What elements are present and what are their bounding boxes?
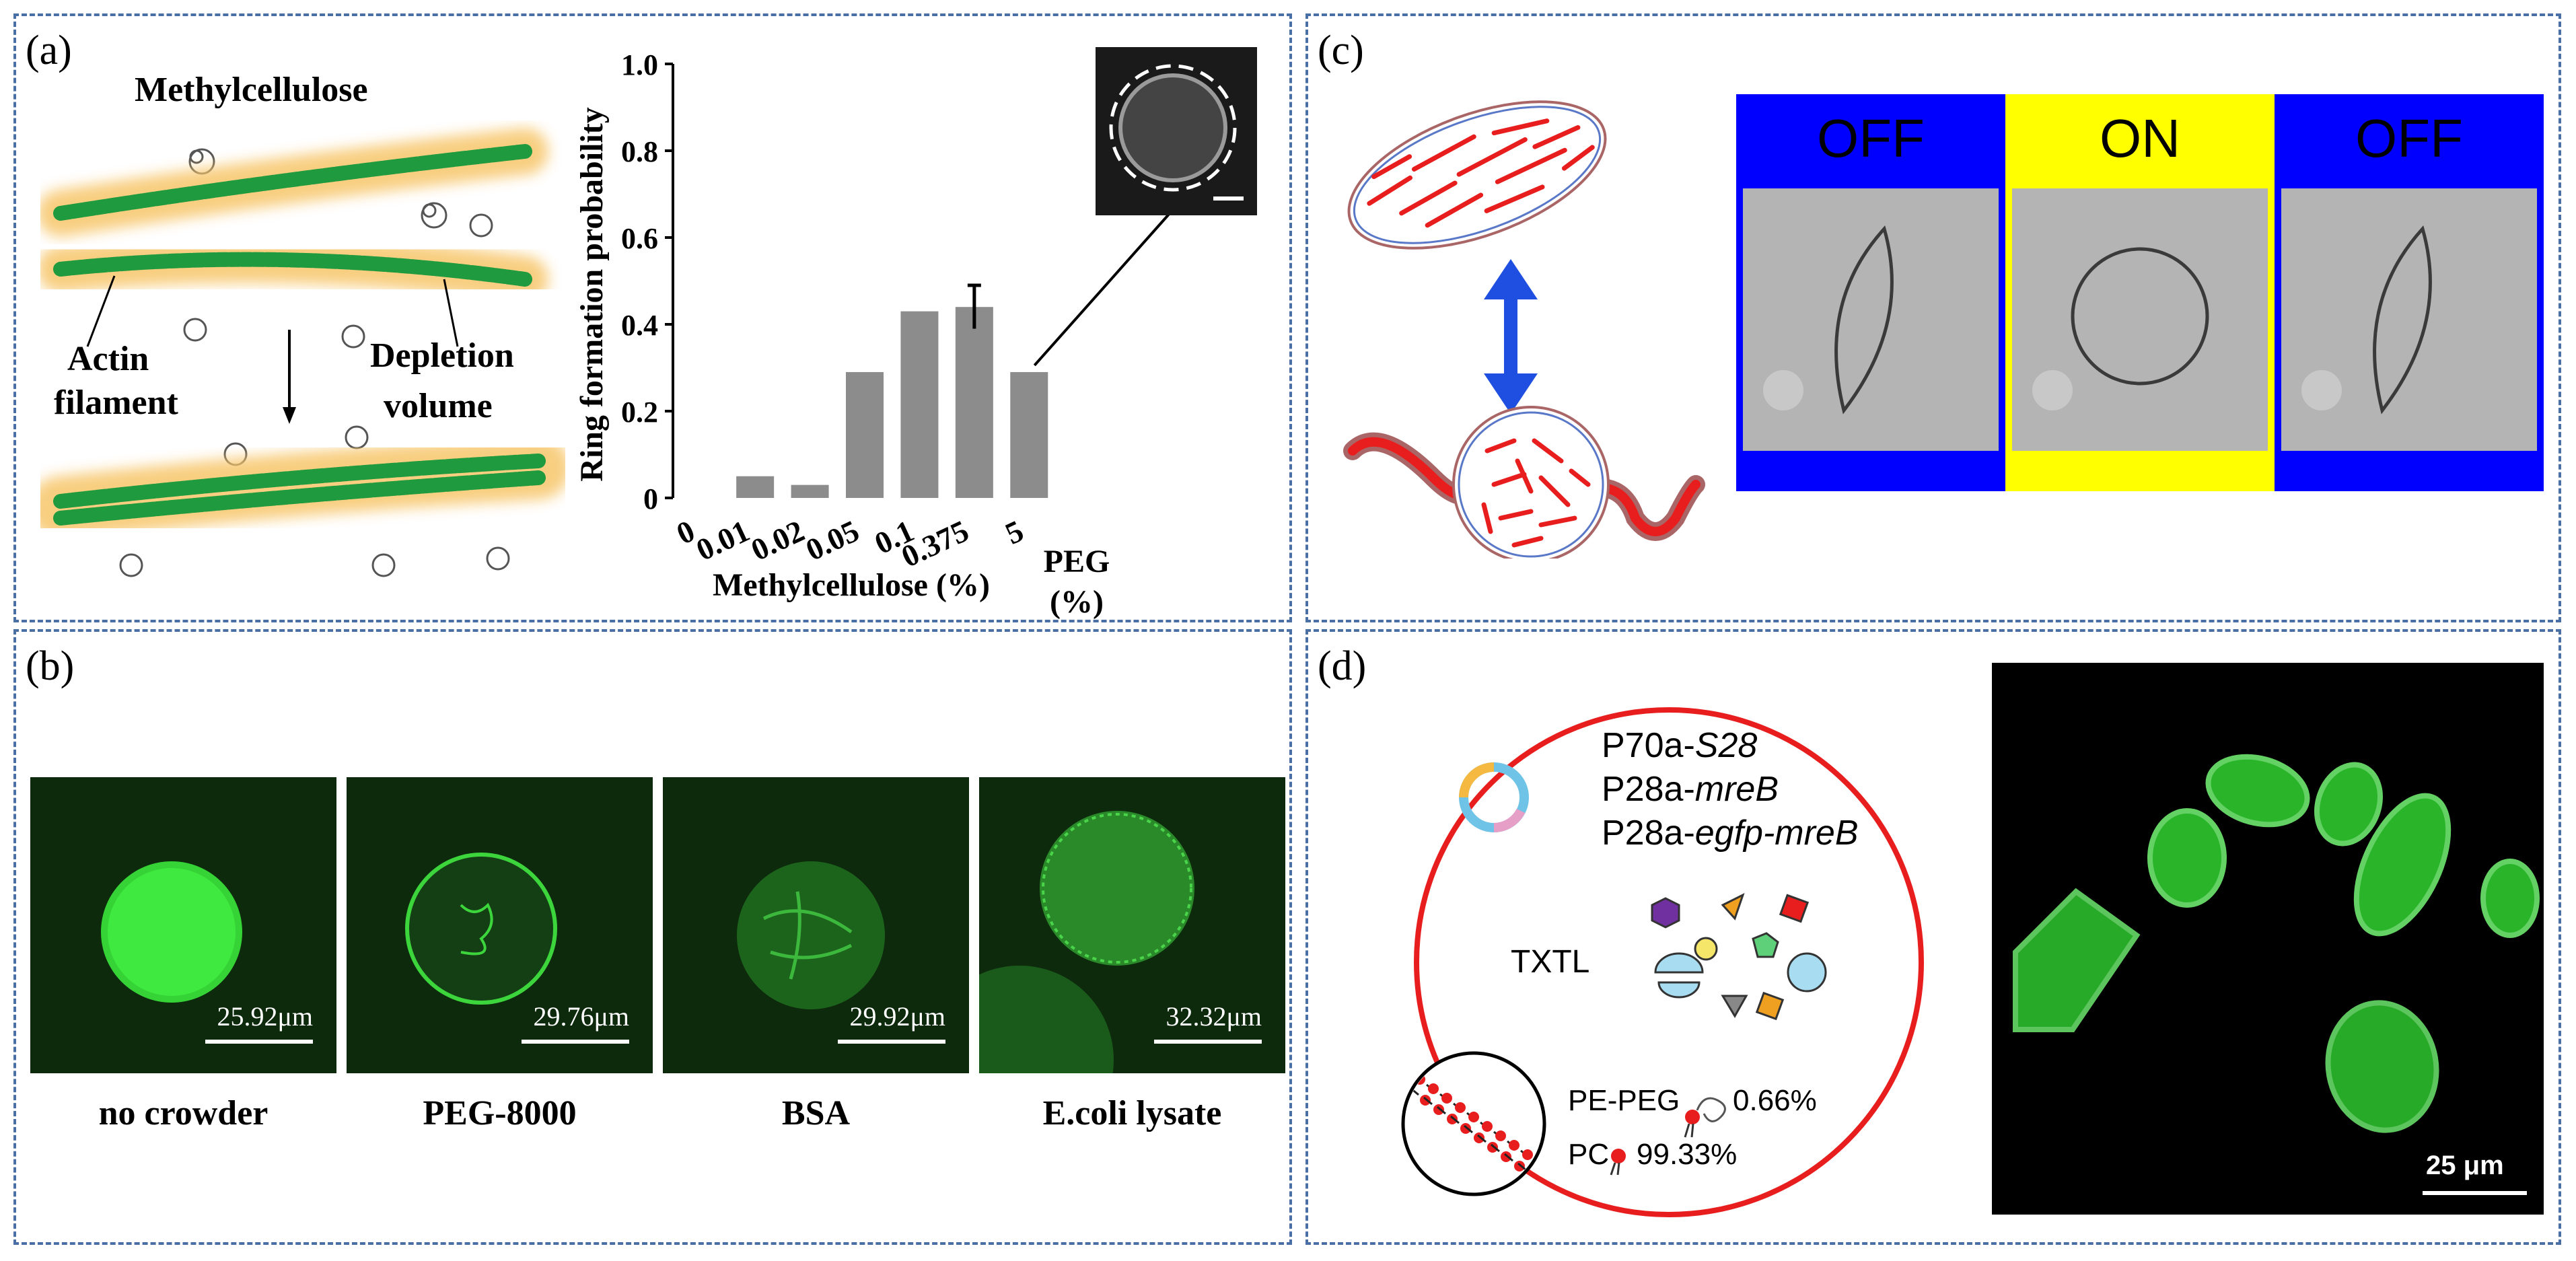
crowder-image-0: 25.92μm bbox=[30, 777, 336, 1073]
plasmid-gene-3: egfp-mreB bbox=[1695, 814, 1859, 853]
pc-lipid-icon bbox=[1610, 1149, 1626, 1176]
crowder-image-1: 29.76μm bbox=[347, 777, 653, 1073]
svg-text:P28a-egfp-mreB: P28a-egfp-mreB bbox=[1602, 814, 1859, 853]
transition-double-arrow bbox=[1484, 259, 1538, 414]
actin-depletion-schematic: Methylcellulose Actin filament Depletion… bbox=[40, 71, 565, 577]
bundled-filament-2 bbox=[53, 470, 546, 526]
elongated-liposome bbox=[1347, 100, 1607, 250]
phase-contrast-image-1 bbox=[2012, 188, 2268, 451]
crowder-image-2: 29.92μm bbox=[663, 777, 969, 1073]
crowder-caption: PEG-8000 bbox=[423, 1094, 577, 1132]
pe-peg-label: PE-PEG bbox=[1568, 1084, 1680, 1117]
y-tick-label: 1.0 bbox=[621, 48, 658, 81]
gfp-fluorescence-image: 25 μm bbox=[1992, 663, 2544, 1215]
depletion-label: Depletion bbox=[370, 336, 514, 375]
crowder-scale-label: 29.76μm bbox=[533, 1001, 629, 1032]
gfp-scale-label: 25 μm bbox=[2426, 1151, 2504, 1180]
pc-percent: 99.33% bbox=[1637, 1138, 1737, 1171]
pe-peg-percent: 0.66% bbox=[1733, 1084, 1817, 1117]
plasmid-gene-2: mreB bbox=[1695, 770, 1779, 809]
y-tick-label: 0 bbox=[643, 482, 658, 515]
cell-shape-schematic bbox=[1343, 100, 1705, 559]
filament-label: filament bbox=[54, 384, 179, 422]
svg-text:P70a-S28: P70a-S28 bbox=[1602, 726, 1757, 765]
x-axis-title: Methylcellulose (%) bbox=[713, 567, 990, 603]
synthetic-cell-schematic: P70a-S28 P28a-mreB P28a-egfp-mreB TXTL P… bbox=[1401, 707, 1924, 1217]
crowder-scale-label: 25.92μm bbox=[217, 1001, 313, 1032]
plasmid-line-2: P28a- bbox=[1602, 770, 1695, 809]
actin-filament-2 bbox=[53, 252, 532, 287]
svg-text:P28a-mreB: P28a-mreB bbox=[1602, 770, 1779, 809]
panel-d-label: (d) bbox=[1318, 643, 1367, 689]
volume-label: volume bbox=[384, 387, 493, 425]
txtl-components-icon bbox=[1651, 893, 1827, 1021]
plasmid-gene-1: S28 bbox=[1695, 726, 1758, 765]
actin-filament-1 bbox=[53, 144, 532, 221]
plasmid-line-1: P70a- bbox=[1602, 726, 1695, 765]
panel-a-frame bbox=[13, 13, 1292, 622]
phase-contrast-image-2 bbox=[2281, 188, 2537, 451]
crowder-image-3: 32.32μm bbox=[979, 777, 1285, 1073]
peg-axis-unit: (%) bbox=[1050, 584, 1104, 619]
x-tick-label: 0.02 bbox=[746, 513, 810, 567]
lipid-bilayer-zoom bbox=[1401, 1051, 1546, 1196]
bar bbox=[955, 307, 993, 498]
inset-pointer-line bbox=[1033, 211, 1172, 367]
panel-a-label: (a) bbox=[26, 28, 72, 73]
crowder-caption: E.coli lysate bbox=[1042, 1094, 1222, 1132]
panel-c-frame bbox=[1305, 13, 2561, 622]
bar bbox=[791, 484, 829, 498]
y-tick-label: 0.2 bbox=[621, 396, 658, 429]
plasmid-icon bbox=[1459, 762, 1529, 832]
state-label-0: OFF bbox=[1817, 108, 1925, 168]
bar bbox=[846, 371, 884, 498]
panel-b-label: (b) bbox=[26, 643, 75, 689]
crowder-scale-label: 29.92μm bbox=[849, 1001, 945, 1032]
bundled-filament-1 bbox=[53, 454, 546, 509]
pe-peg-lipid-icon bbox=[1684, 1097, 1726, 1138]
bar bbox=[1010, 371, 1048, 498]
methylcellulose-label: Methylcellulose bbox=[135, 71, 368, 109]
plasmid-line-3: P28a- bbox=[1602, 814, 1695, 853]
state-label-1: ON bbox=[2100, 108, 2180, 168]
phase-contrast-image-0 bbox=[1743, 188, 1999, 451]
x-tick-label: 5 bbox=[1000, 513, 1028, 551]
x-tick-label: 0.05 bbox=[801, 513, 865, 567]
bar bbox=[736, 476, 775, 498]
ring-inset-image bbox=[1096, 47, 1257, 215]
crowder-caption: BSA bbox=[781, 1094, 851, 1132]
y-tick-label: 0.6 bbox=[621, 222, 658, 255]
peg-axis-title: PEG bbox=[1044, 544, 1110, 579]
y-tick-label: 0.4 bbox=[621, 309, 658, 342]
ring-formation-bar-chart: 0 0.2 0.4 0.6 0.8 1.0 Ring formation probabili… bbox=[574, 48, 1172, 619]
pc-label: PC bbox=[1568, 1138, 1609, 1171]
actin-label: Actin bbox=[67, 340, 149, 378]
y-axis-title: Ring formation probability bbox=[574, 107, 610, 482]
crowder-particles bbox=[119, 148, 510, 577]
crowder-scale-label: 32.32μm bbox=[1166, 1001, 1262, 1032]
panel-b-frame bbox=[13, 629, 1292, 1245]
panel-d-frame bbox=[1305, 629, 2561, 1245]
x-tick-label: 0.01 bbox=[691, 513, 755, 567]
bar bbox=[900, 311, 939, 498]
state-label-2: OFF bbox=[2355, 108, 2463, 168]
crowder-caption: no crowder bbox=[98, 1094, 269, 1132]
y-tick-label: 0.8 bbox=[621, 135, 658, 168]
panel-c-label: (c) bbox=[1318, 28, 1364, 73]
txtl-label: TXTL bbox=[1511, 944, 1589, 980]
